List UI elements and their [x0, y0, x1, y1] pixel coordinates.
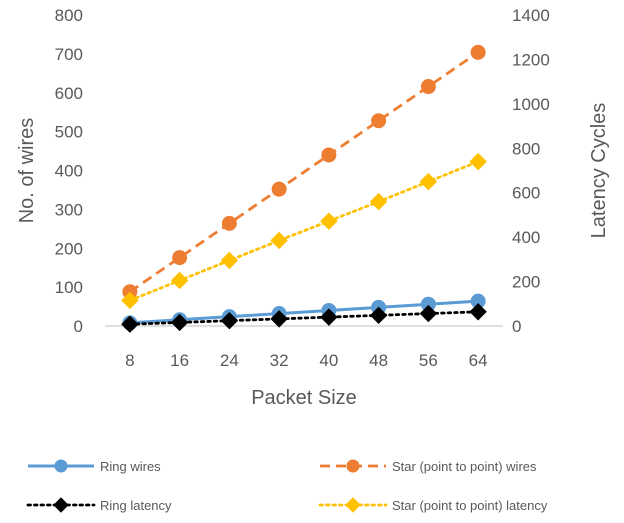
legend-item-ring-wires: Ring wires: [28, 459, 161, 474]
legend-item-star-point-to-point-wires: Star (point to point) wires: [320, 459, 537, 474]
legend-item-star-point-to-point-latency: Star (point to point) latency: [318, 497, 548, 513]
data-point: [121, 291, 139, 310]
x-axis-title: Packet Size: [251, 387, 357, 409]
legend-label: Ring latency: [100, 498, 172, 513]
series-star-point-to-point-latency: [121, 152, 487, 310]
y-tick-label: 600: [55, 84, 83, 103]
legend: Ring wires Star (point to point) wires Rin…: [26, 459, 548, 513]
y2-tick-label: 1400: [512, 6, 550, 25]
y-axis-left-title: No. of wires: [16, 118, 38, 224]
data-point: [220, 251, 239, 270]
data-point: [369, 192, 388, 211]
x-tick-label: 40: [319, 351, 338, 370]
x-tick-label: 64: [469, 351, 488, 370]
y-tick-label: 200: [55, 239, 83, 258]
series-star-point-to-point-wires: [122, 44, 486, 300]
series-layer: [121, 44, 487, 333]
data-point: [419, 172, 438, 191]
legend-label: Star (point to point) wires: [392, 459, 537, 474]
data-point: [221, 215, 237, 231]
data-point: [320, 212, 338, 230]
legend-marker: [54, 459, 68, 473]
data-point: [271, 181, 287, 197]
x-axis-ticks: 8 16 24 32 40 48 56 64: [125, 351, 487, 370]
series-line-star-point-to-point-wires: [129, 51, 479, 293]
legend-label: Star (point to point) latency: [392, 498, 548, 513]
data-point: [419, 304, 438, 323]
y-tick-label: 800: [55, 6, 83, 25]
x-tick-label: 16: [170, 351, 189, 370]
data-point: [121, 315, 139, 333]
y-tick-label: 700: [55, 45, 83, 64]
y2-tick-label: 1200: [512, 50, 550, 69]
y-tick-label: 400: [55, 162, 83, 181]
y2-tick-label: 0: [512, 317, 521, 336]
y-tick-label: 100: [55, 278, 83, 297]
data-point: [420, 79, 436, 95]
y2-tick-label: 800: [512, 139, 540, 158]
series-ring-latency: [121, 303, 487, 333]
data-point: [170, 271, 189, 290]
y2-tick-label: 600: [512, 184, 540, 203]
y-tick-label: 0: [74, 317, 83, 336]
series-line-star-point-to-point-latency: [128, 160, 480, 302]
y-axis-left-ticks: 0 100 200 300 400 500 600 700 800: [55, 6, 83, 336]
x-tick-label: 32: [270, 351, 289, 370]
y2-tick-label: 400: [512, 228, 540, 247]
data-point: [321, 147, 337, 163]
data-point: [470, 44, 486, 60]
data-point: [220, 311, 239, 330]
data-point: [469, 303, 487, 321]
legend-marker: [53, 497, 69, 513]
data-point: [469, 152, 487, 171]
y2-tick-label: 1000: [512, 95, 550, 114]
data-point: [270, 231, 288, 250]
y-axis-right-ticks: 0 200 400 600 800 1000 1200 1400: [512, 6, 550, 336]
x-tick-label: 8: [125, 351, 134, 370]
data-point: [170, 313, 189, 332]
legend-marker: [346, 459, 360, 473]
y-tick-label: 300: [55, 200, 83, 219]
x-tick-label: 48: [369, 351, 388, 370]
data-point: [270, 310, 288, 328]
series-line-ring-wires: [129, 299, 479, 325]
data-point: [371, 113, 387, 129]
y-tick-label: 500: [55, 123, 83, 142]
data-point: [172, 250, 188, 266]
y-axis-right-title: Latency Cycles: [588, 103, 610, 239]
y2-tick-label: 200: [512, 273, 540, 292]
x-tick-label: 24: [220, 351, 239, 370]
legend-item-ring-latency: Ring latency: [26, 497, 172, 513]
data-point: [369, 306, 388, 325]
legend-marker: [345, 497, 361, 513]
x-tick-label: 56: [419, 351, 438, 370]
data-point: [320, 308, 338, 326]
legend-label: Ring wires: [100, 459, 161, 474]
